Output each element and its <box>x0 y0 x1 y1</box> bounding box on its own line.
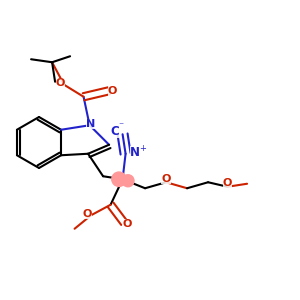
Text: +: + <box>140 144 146 153</box>
Circle shape <box>112 172 126 187</box>
Text: O: O <box>223 178 232 188</box>
Text: O: O <box>108 86 117 96</box>
Text: C: C <box>111 125 119 138</box>
Text: O: O <box>123 219 132 229</box>
Text: O: O <box>56 78 65 88</box>
Text: N: N <box>86 119 96 129</box>
Text: O: O <box>161 174 171 184</box>
Circle shape <box>122 175 134 187</box>
Text: O: O <box>83 209 92 219</box>
Text: N: N <box>130 146 140 159</box>
Text: ⁻: ⁻ <box>118 122 124 132</box>
